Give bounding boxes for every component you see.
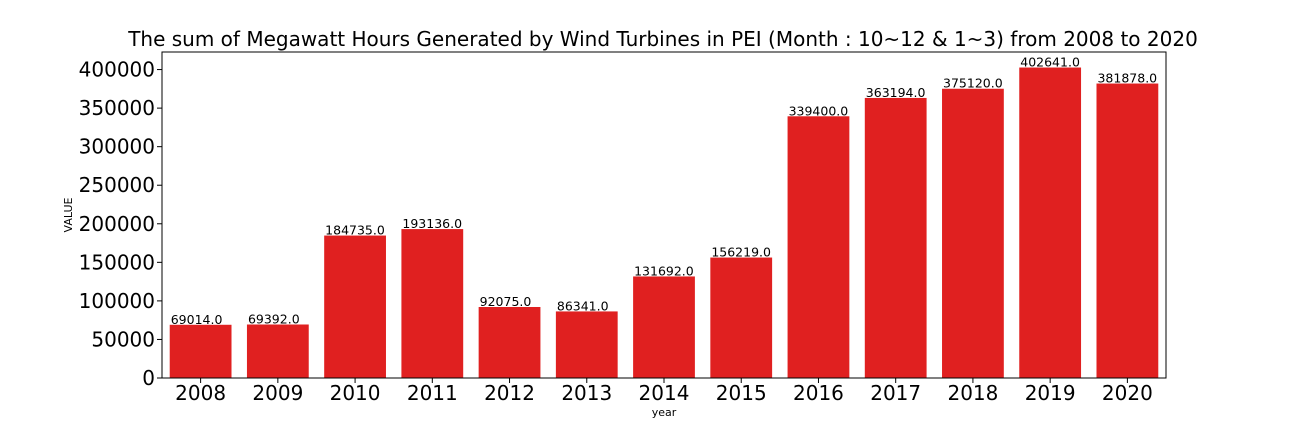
bar-2008 [169, 324, 232, 378]
data-label-2011: 193136.0 [402, 216, 462, 231]
data-label-2014: 131692.0 [634, 263, 694, 278]
bar-2011 [401, 229, 464, 378]
bar-2018 [942, 88, 1004, 378]
data-label-2020: 381878.0 [1097, 71, 1157, 86]
x-tick-label: 2018 [947, 381, 998, 405]
bar-2016 [787, 116, 850, 378]
bar-2012 [478, 307, 541, 378]
data-label-2013: 86341.0 [557, 298, 609, 313]
x-tick-label: 2016 [793, 381, 844, 405]
y-tick-label: 300000 [79, 135, 155, 159]
y-axis-ticks: 0 50000 100000 150000 200000 250000 300000 3500… [79, 58, 162, 390]
bar-2015 [710, 257, 773, 378]
bar-2020 [1096, 83, 1159, 378]
bar-2013 [555, 311, 618, 378]
x-tick-label: 2008 [175, 381, 226, 405]
data-label-2019: 402641.0 [1020, 55, 1080, 70]
data-label-2012: 92075.0 [480, 294, 532, 309]
bar-2009 [246, 324, 309, 378]
data-label-2015: 156219.0 [711, 245, 771, 260]
data-label-2008: 69014.0 [171, 312, 223, 327]
y-axis-label: VALUE [62, 197, 75, 232]
x-tick-label: 2020 [1102, 381, 1153, 405]
chart-title: The sum of Megawatt Hours Generated by W… [127, 27, 1198, 51]
x-axis-label: year [652, 406, 677, 419]
bar-2017 [864, 97, 927, 378]
x-tick-label: 2013 [561, 381, 612, 405]
data-labels-group: 69014.0 69392.0 184735.0 193136.0 92075.0 863… [171, 55, 1157, 327]
y-tick-label: 150000 [79, 250, 155, 274]
x-tick-label: 2017 [870, 381, 921, 405]
data-label-2016: 339400.0 [789, 103, 849, 118]
x-tick-label: 2010 [330, 381, 381, 405]
y-tick-label: 250000 [79, 173, 155, 197]
data-label-2010: 184735.0 [325, 223, 385, 238]
x-axis-ticks: 2008 2009 2010 2011 2012 2013 2014 2015 2016 2017… [175, 378, 1153, 405]
y-tick-label: 350000 [79, 96, 155, 120]
y-tick-label: 200000 [79, 212, 155, 236]
x-tick-label: 2014 [639, 381, 690, 405]
y-tick-label: 400000 [79, 58, 155, 82]
bar-2019 [1019, 67, 1082, 378]
y-tick-label: 0 [142, 366, 155, 390]
bars-group [169, 67, 1159, 378]
x-tick-label: 2015 [716, 381, 767, 405]
x-tick-label: 2009 [252, 381, 303, 405]
bar-2010 [324, 235, 386, 378]
data-label-2009: 69392.0 [248, 311, 300, 326]
y-tick-label: 50000 [91, 327, 155, 351]
x-tick-label: 2012 [484, 381, 535, 405]
bar-2014 [633, 276, 695, 378]
data-label-2018: 375120.0 [943, 76, 1003, 91]
x-tick-label: 2019 [1025, 381, 1076, 405]
x-tick-label: 2011 [407, 381, 458, 405]
data-label-2017: 363194.0 [866, 85, 926, 100]
y-tick-label: 100000 [79, 289, 155, 313]
